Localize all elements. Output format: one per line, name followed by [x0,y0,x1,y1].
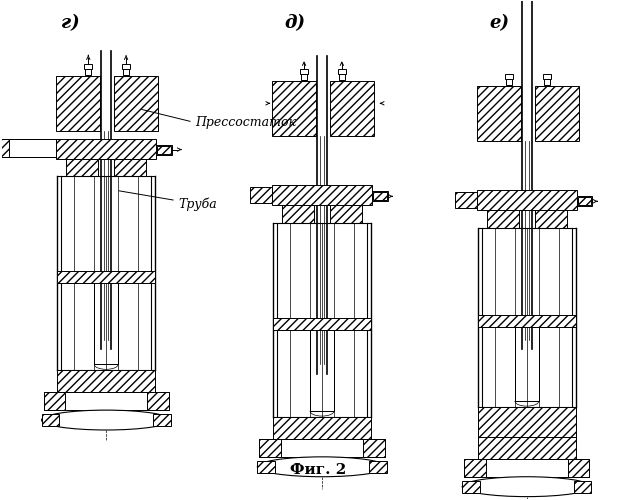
Bar [478,315,576,327]
Bar [478,437,576,459]
Bar [543,74,551,79]
Bar [82,76,94,88]
Bar [330,205,362,223]
Text: д): д) [284,14,305,32]
Bar [477,86,521,141]
Bar [114,158,146,176]
Bar [574,480,592,492]
Bar [67,158,98,176]
Bar [522,0,532,350]
Bar [477,190,576,210]
Bar [56,76,100,130]
Ellipse shape [462,476,592,496]
Bar [96,158,116,176]
Bar [147,392,169,410]
Bar [113,410,119,420]
Text: Труба: Труба [119,191,217,211]
Bar [310,330,334,411]
Bar [257,461,275,473]
Bar [578,198,592,205]
Bar [156,144,172,154]
Bar [300,69,308,74]
Bar [153,414,171,426]
Bar [0,138,56,156]
Bar [349,457,355,467]
Bar [272,81,316,136]
Bar [517,210,537,228]
Text: е): е) [489,14,509,32]
Bar [120,76,132,88]
Bar [58,272,155,283]
Bar [505,74,513,79]
Bar [534,476,540,486]
Bar [363,439,385,457]
Bar [309,457,315,467]
Bar [372,192,387,202]
Bar [58,272,155,283]
Bar [338,69,346,74]
Bar [93,410,99,420]
Text: г): г) [61,14,80,32]
Bar [114,76,158,130]
Bar [329,457,335,467]
Bar [58,370,155,392]
Bar [317,56,327,374]
Bar [123,69,129,75]
Bar [478,407,576,437]
Bar [84,64,93,69]
Bar [462,480,480,492]
Bar [544,79,550,85]
Bar [576,196,592,206]
Bar [478,315,576,327]
Bar [74,410,79,420]
Bar [250,188,272,204]
Bar [553,476,560,486]
Bar [535,210,567,228]
Bar [122,64,130,69]
Bar [369,461,387,473]
Bar [455,192,477,208]
Ellipse shape [257,457,387,476]
Bar [494,476,500,486]
Bar [330,81,373,136]
Bar [56,138,156,158]
Bar [514,476,520,486]
Bar [272,186,372,205]
Bar [535,86,579,141]
Ellipse shape [42,410,171,430]
Bar [259,439,385,457]
Text: Фиг. 2: Фиг. 2 [290,462,346,476]
Bar [157,146,171,154]
Bar [339,74,345,80]
Bar [567,459,590,476]
Bar [273,318,371,330]
Bar [478,407,576,437]
Bar [373,192,387,200]
Bar [336,81,348,93]
Bar [273,417,371,439]
Bar [487,210,519,228]
Bar [0,138,9,156]
Bar [133,410,139,420]
Bar [289,457,295,467]
Bar [298,81,310,93]
Bar [515,327,539,401]
Bar [42,414,60,426]
Text: Прессостаток: Прессостаток [141,110,297,129]
Bar [259,439,281,457]
Bar [282,205,314,223]
Bar [464,459,590,476]
Bar [86,69,91,75]
Bar [506,79,512,85]
Bar [464,459,486,476]
Bar [101,51,111,350]
Bar [301,74,307,80]
Bar [503,86,515,98]
Bar [94,283,118,364]
Bar [273,318,371,330]
Bar [541,86,553,98]
Bar [312,205,332,223]
Bar [44,392,65,410]
Bar [44,392,169,410]
